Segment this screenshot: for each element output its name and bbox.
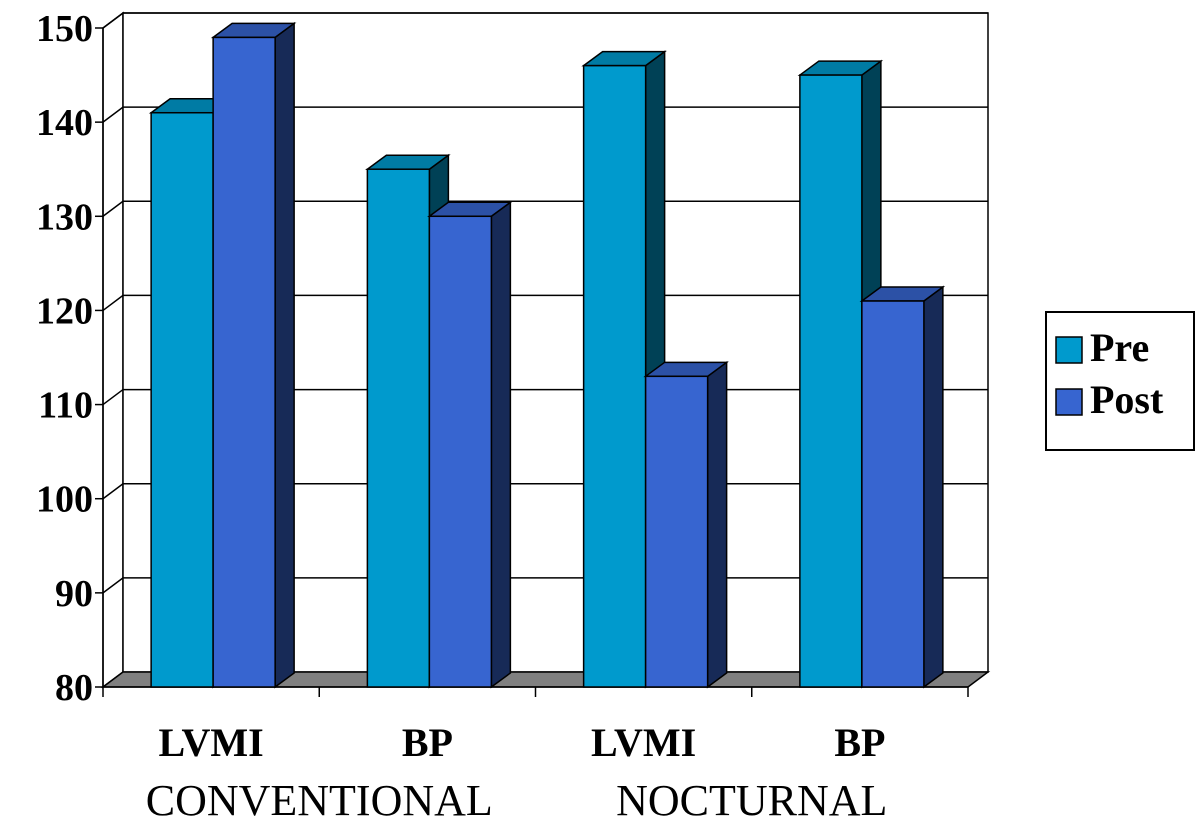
x-category-label: LVMI xyxy=(159,720,264,765)
legend: Pre Post xyxy=(1045,311,1195,451)
bar-post-0 xyxy=(210,21,297,689)
bar-side xyxy=(490,200,512,689)
y-tick-label: 120 xyxy=(36,290,93,332)
x-group-label: NOCTURNAL xyxy=(616,776,887,821)
bar-front xyxy=(212,36,276,688)
y-tick-label: 100 xyxy=(36,479,93,521)
y-tick-label: 80 xyxy=(55,667,93,709)
x-category-label: BP xyxy=(402,720,453,765)
y-tick-label: 110 xyxy=(38,385,93,427)
legend-swatch-pre xyxy=(1055,336,1083,364)
bar-front xyxy=(644,375,709,688)
x-category-label: BP xyxy=(834,720,885,765)
bars xyxy=(148,21,946,689)
y-tick-label: 150 xyxy=(36,8,93,50)
gridline-130 xyxy=(102,200,988,217)
gridline-140 xyxy=(102,106,988,123)
y-tick-labels: 80 90 100 110 120 130 140 150 xyxy=(36,8,93,709)
y-tick-label: 130 xyxy=(36,196,93,238)
x-group-labels: CONVENTIONAL NOCTURNAL xyxy=(146,776,888,821)
bar-side xyxy=(923,285,944,689)
bar-front xyxy=(582,64,647,688)
y-tick-label: 90 xyxy=(55,573,93,615)
bar-front xyxy=(861,300,925,688)
gridline-150 xyxy=(102,12,988,29)
bar-side xyxy=(274,21,295,689)
bar-front xyxy=(428,215,493,688)
legend-box xyxy=(1045,311,1195,451)
bar-side xyxy=(706,360,728,689)
legend-label-pre: Pre xyxy=(1090,325,1149,370)
y-tick-label: 140 xyxy=(36,102,93,144)
gridline-120 xyxy=(102,294,988,312)
bar-front xyxy=(366,168,431,688)
legend-swatch-post xyxy=(1055,388,1083,416)
bar-post-1 xyxy=(427,200,513,689)
bar-post-3 xyxy=(859,285,946,689)
x-category-labels: LVMI BP LVMI BP xyxy=(159,720,886,765)
x-group-label: CONVENTIONAL xyxy=(146,776,493,821)
x-category-label: LVMI xyxy=(591,720,696,765)
legend-label-post: Post xyxy=(1090,377,1164,422)
bar-post-2 xyxy=(643,360,729,689)
bar-front xyxy=(150,111,214,688)
bar-front xyxy=(799,74,863,688)
